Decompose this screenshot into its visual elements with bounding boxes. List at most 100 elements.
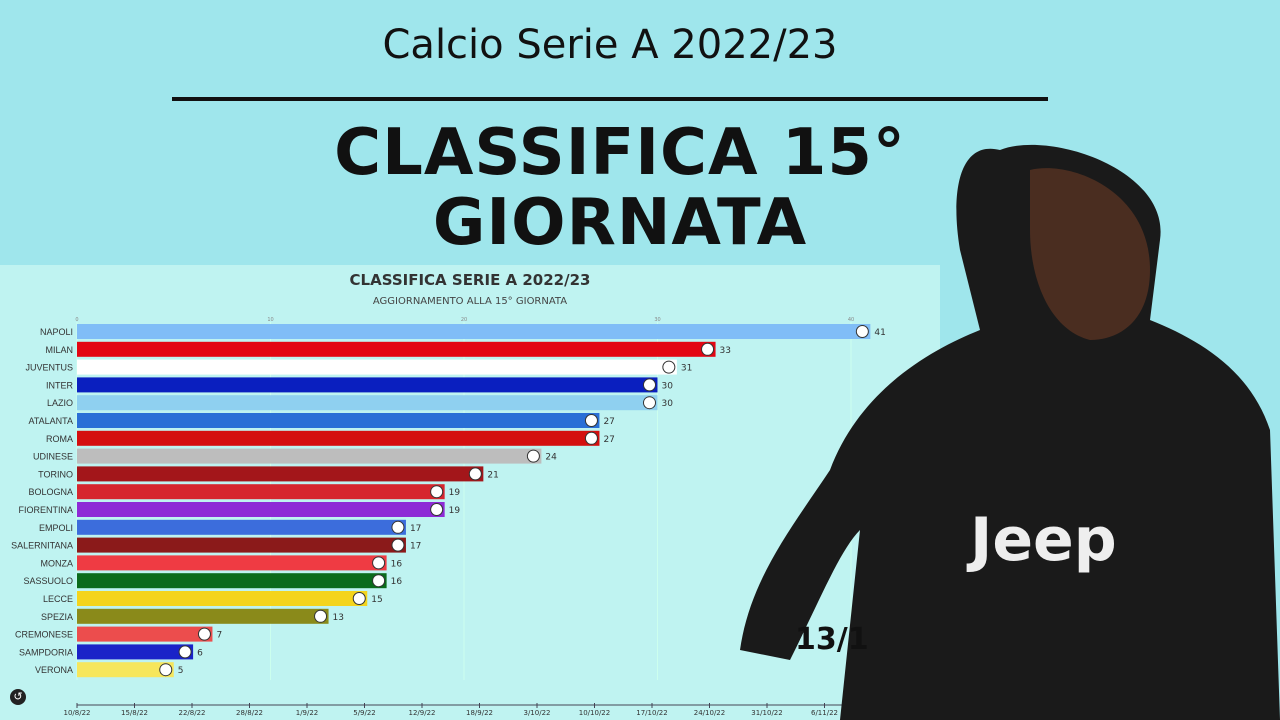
bar-sampdoria [77,644,194,660]
value-label: 17 [410,542,421,552]
team-logo-icon [314,609,328,623]
replay-icon[interactable]: ↺ [10,689,26,705]
bar-sassuolo [77,573,387,589]
divider [172,97,1048,101]
timeline-label: 28/8/22 [236,709,263,717]
value-label: 16 [391,559,403,569]
team-logo-icon [391,538,405,552]
team-logo-icon [584,431,598,445]
value-label: 31 [681,364,692,374]
x-tick-label: 20 [461,317,467,323]
bar-udinese [77,448,542,464]
team-logo-icon [526,449,540,463]
team-logo-icon [584,414,598,427]
team-logo-icon [372,556,386,570]
team-logo-icon [159,663,173,677]
team-label: EMPOLI [39,523,73,533]
team-label: FIORENTINA [18,505,73,515]
bar-roma [77,430,600,446]
team-logo-icon [178,645,192,659]
team-label: TORINO [38,469,73,479]
timeline-label: 15/8/22 [121,709,148,717]
bar-atalanta [77,413,600,428]
bar-salernitana [77,537,406,553]
team-label: UDINESE [33,452,73,462]
value-label: 17 [410,524,421,534]
team-label: SASSUOLO [23,576,73,586]
team-logo-icon [372,574,386,588]
timeline-label: 10/10/22 [579,709,610,717]
timeline-label: 17/10/22 [636,709,667,717]
team-logo-icon [430,485,444,499]
value-label: 30 [662,399,674,409]
bar-empoli [77,519,406,535]
team-label: JUVENTUS [25,363,73,373]
timeline-label: 31/10/22 [751,709,782,717]
page-title: Calcio Serie A 2022/23 [382,22,838,68]
team-label: SPEZIA [41,612,73,622]
team-logo-icon [430,503,444,516]
team-label: CREMONESE [15,630,73,640]
value-label: 7 [216,631,222,641]
value-label: 16 [391,577,403,587]
headline: CLASSIFICA 15° GIORNATA [334,116,906,260]
svg-text:Jeep: Jeep [966,505,1117,575]
value-label: 15 [371,595,382,605]
value-label: 27 [603,435,614,445]
x-tick-label: 0 [75,317,78,323]
bar-inter [77,377,658,393]
value-label: 19 [449,488,461,498]
bar-chart: 0 10 20 30 40 NAPOLI 41 MILAN 33 JUVENTUS 31 INTER 3… [11,317,886,717]
team-logo-icon [352,592,366,605]
team-label: VERONA [35,665,73,675]
timeline-label: 10/8/22 [64,709,91,717]
chart-subtitle: AGGIORNAMENTO ALLA 15° GIORNATA [372,296,568,307]
value-label: 21 [487,470,498,480]
value-label: 19 [449,506,461,516]
bar-napoli [77,324,871,339]
value-label: 24 [545,453,557,463]
team-logo-icon [855,325,869,338]
team-label: LECCE [43,594,73,604]
value-label: 27 [603,417,614,427]
bar-monza [77,555,387,571]
bar-juventus [77,359,677,375]
team-logo-icon [662,360,676,374]
team-logo-icon [701,342,715,356]
bar-fiorentina [77,502,445,517]
team-logo-icon [643,378,656,392]
timeline-label: 22/8/22 [179,709,206,717]
timeline-label: 1/9/22 [296,709,319,717]
bar-milan [77,341,716,357]
team-label: BOLOGNA [28,487,73,497]
team-label: MILAN [45,345,73,355]
bar-torino [77,466,484,482]
current-date: 13/1 [795,622,869,657]
value-label: 41 [874,328,885,338]
timeline-label: 6/11/22 [811,709,838,717]
x-tick-label: 10 [267,317,273,323]
team-label: SALERNITANA [11,541,73,551]
value-label: 13 [333,613,344,623]
value-label: 5 [178,666,184,676]
chart-title: CLASSIFICA SERIE A 2022/23 [349,271,591,289]
value-label: 30 [662,381,674,391]
team-label: INTER [46,380,74,390]
timeline-label: 12/9/22 [409,709,436,717]
team-label: LAZIO [47,398,73,408]
x-tick-label: 30 [654,317,660,323]
bar-bologna [77,484,445,500]
team-logo-icon [197,627,211,641]
bar-spezia [77,608,329,624]
x-tick-label: 40 [848,317,854,323]
timeline-label: 18/9/22 [466,709,493,717]
timeline-label: 3/10/22 [524,709,551,717]
team-label: ATALANTA [28,416,73,426]
team-label: NAPOLI [40,327,73,337]
team-logo-icon [643,396,656,410]
team-label: MONZA [41,558,74,568]
value-label: 33 [720,346,731,356]
team-logo-icon [391,520,405,534]
bar-lecce [77,591,368,606]
team-logo-icon [468,467,482,481]
